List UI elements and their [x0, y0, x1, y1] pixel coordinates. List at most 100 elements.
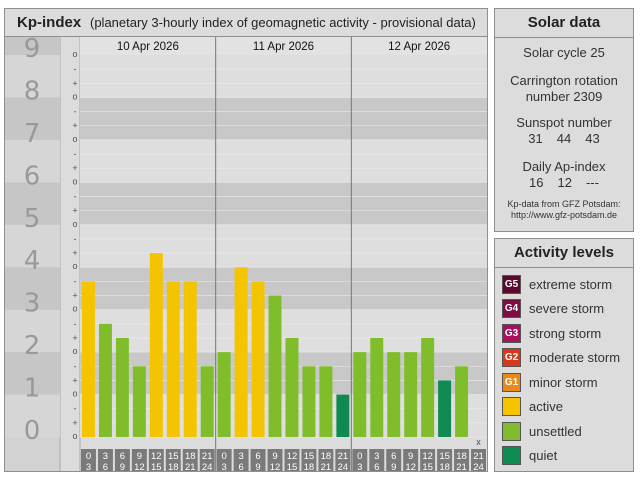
missing-bar-marker: x: [476, 437, 481, 447]
y-tick-label: 0: [24, 416, 41, 446]
kp-bar: [421, 337, 435, 437]
hour-cell: [352, 449, 368, 471]
minor-mark-o: o: [72, 219, 77, 229]
y-band: [5, 97, 60, 140]
hour-end-label: 18: [439, 462, 450, 471]
y-band: [5, 352, 60, 395]
hour-end-label: 18: [168, 462, 179, 471]
activity-title: Activity levels: [495, 239, 633, 268]
minor-mark-minus: -: [74, 276, 77, 286]
kp-bar: [387, 352, 401, 437]
hour-start-label: 6: [391, 451, 396, 462]
kp-chart: 0123456789o+-o+-o+-o+-o+-o+-o+-o+-o+-o10…: [5, 34, 487, 471]
minor-mark-o: o: [72, 431, 77, 441]
date-label: 11 Apr 2026: [253, 41, 314, 53]
hour-cell: [335, 449, 351, 471]
hour-cell: [114, 449, 130, 471]
kp-bar: [268, 295, 282, 437]
legend-label: moderate storm: [529, 349, 621, 365]
y-band: [5, 182, 60, 225]
solar-title: Solar data: [495, 9, 633, 38]
hour-end-label: 9: [120, 462, 125, 471]
y-tick-label: 1: [24, 374, 41, 404]
minor-mark-o: o: [72, 389, 77, 399]
activity-levels-panel: Activity levels G5 extreme storm G4 seve…: [494, 238, 634, 472]
y-band: [5, 55, 60, 98]
ap-value: 12: [557, 175, 572, 190]
hour-start-label: 21: [202, 451, 213, 462]
hour-cell: [131, 449, 147, 471]
carrington-number: number 2309: [525, 89, 603, 104]
hour-end-label: 21: [456, 462, 467, 471]
legend-label: minor storm: [529, 374, 598, 390]
hour-end-label: 6: [103, 462, 108, 471]
hour-end-label: 6: [374, 462, 379, 471]
hour-cell: [437, 449, 453, 471]
kp-band: [80, 394, 487, 437]
minor-mark-plus: +: [72, 206, 77, 216]
hour-start-label: 18: [321, 451, 332, 462]
ap-index-label: Daily Ap-index: [522, 159, 606, 174]
sunspot-label: Sunspot number: [516, 115, 612, 130]
minor-mark-o: o: [72, 176, 77, 186]
kp-bar: [115, 337, 129, 437]
legend-item-active: active: [502, 396, 563, 416]
y-tick-label: 3: [24, 289, 41, 319]
minor-mark-plus: +: [72, 121, 77, 131]
y-tick-label: 5: [24, 204, 41, 234]
hour-start-label: 15: [304, 451, 315, 462]
minor-mark-minus: -: [74, 64, 77, 74]
hour-start-label: 15: [439, 451, 450, 462]
hour-cell: [386, 449, 402, 471]
hour-cell: [301, 449, 317, 471]
kp-title: Kp-index: [17, 14, 82, 31]
hour-end-label: 6: [238, 462, 243, 471]
kp-band: [80, 267, 487, 310]
legend-label: unsettled: [529, 423, 582, 439]
legend-swatch: [502, 421, 521, 441]
minor-mark-minus: -: [74, 234, 77, 244]
hour-cell: [81, 449, 96, 471]
hour-cell: [403, 449, 419, 471]
minor-mark-minus: -: [74, 191, 77, 201]
y-tick-label: 2: [24, 331, 41, 361]
legend-swatch: G1: [502, 372, 521, 392]
hour-cell: [454, 449, 470, 471]
hour-end-label: 3: [357, 462, 362, 471]
y-band: [5, 139, 60, 183]
minor-mark-minus: -: [74, 149, 77, 159]
hour-cell: [420, 449, 436, 471]
hour-cell: [148, 449, 164, 471]
hour-end-label: 18: [304, 462, 315, 471]
hour-start-label: 3: [374, 451, 379, 462]
hour-cell: [165, 449, 181, 471]
source-url: http://www.gfz-potsdam.de: [510, 210, 618, 220]
hour-end-label: 12: [405, 462, 416, 471]
carrington-label: Carrington rotation: [510, 73, 618, 88]
y-band: [5, 267, 60, 310]
minor-mark-plus: +: [72, 248, 77, 258]
y-tick-label: 4: [24, 246, 41, 276]
legend-label: severe storm: [529, 300, 605, 316]
kp-bar: [200, 366, 214, 437]
legend-item-g4: G4 severe storm: [502, 298, 604, 318]
minor-mark-plus: +: [72, 291, 77, 301]
kp-bar: [82, 281, 95, 437]
legend-swatch: G2: [502, 347, 521, 367]
legend-label: extreme storm: [529, 276, 613, 292]
hour-start-label: 6: [255, 451, 260, 462]
kp-index-panel: Kp-index (planetary 3-hourly index of ge…: [4, 8, 488, 472]
minor-mark-plus: +: [72, 78, 77, 88]
hour-end-label: 24: [202, 462, 213, 471]
hour-end-label: 9: [255, 462, 260, 471]
kp-band: [80, 309, 487, 353]
hour-start-label: 9: [137, 451, 142, 462]
date-label: 10 Apr 2026: [117, 41, 179, 53]
kp-bar: [455, 366, 469, 437]
hour-end-label: 12: [134, 462, 145, 471]
solar-cycle: Solar cycle 25: [523, 45, 605, 60]
minor-mark-plus: +: [72, 163, 77, 173]
minor-mark-plus: +: [72, 333, 77, 343]
hour-end-label: 21: [321, 462, 332, 471]
minor-mark-minus: -: [74, 404, 77, 414]
